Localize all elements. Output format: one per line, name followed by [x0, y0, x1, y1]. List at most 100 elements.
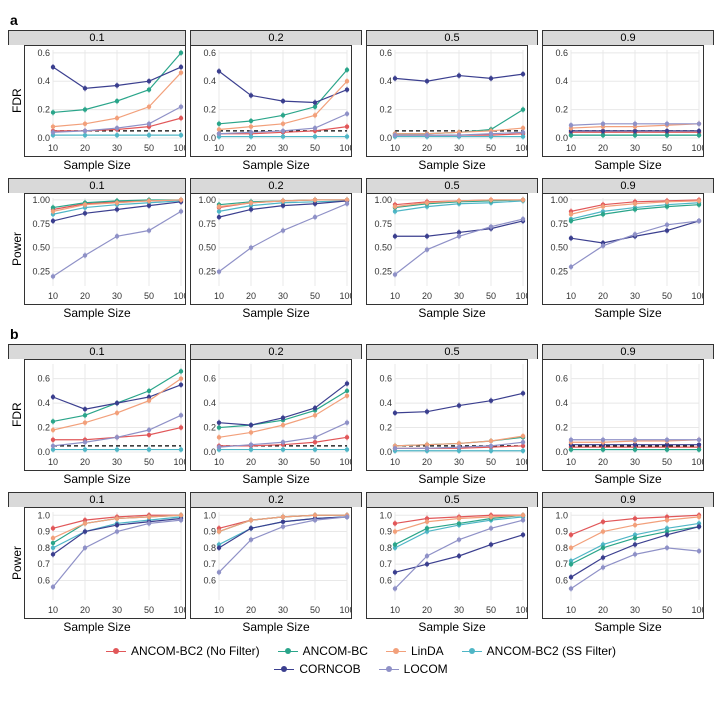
svg-text:10: 10: [390, 457, 400, 467]
panel-b-power-0.2: 0.20.60.70.80.91.010203050100Sample Size: [190, 492, 362, 634]
svg-text:100: 100: [691, 291, 704, 301]
plot-svg: 0.60.70.80.91.010203050100: [542, 507, 704, 619]
svg-text:10: 10: [390, 143, 400, 153]
svg-text:0.0: 0.0: [37, 133, 50, 143]
legend-label: ANCOM-BC: [303, 644, 368, 658]
svg-text:0.4: 0.4: [555, 398, 568, 408]
svg-text:50: 50: [486, 605, 496, 615]
svg-text:10: 10: [566, 457, 576, 467]
svg-text:0.7: 0.7: [379, 559, 392, 569]
x-axis-label: Sample Size: [8, 158, 186, 172]
svg-text:20: 20: [246, 143, 256, 153]
svg-text:100: 100: [173, 291, 186, 301]
svg-text:20: 20: [246, 605, 256, 615]
panel-a-power-0.9: 0.90.250.500.751.0010203050100Sample Siz…: [542, 178, 714, 320]
svg-text:100: 100: [339, 457, 352, 467]
legend-item: CORNCOB: [274, 662, 360, 676]
panel-b-fdr-0.9: 0.90.00.20.40.610203050100Sample Size: [542, 344, 714, 486]
panel-a-fdr-0.9: 0.90.00.20.40.610203050100Sample Size: [542, 30, 714, 172]
svg-text:0.6: 0.6: [37, 575, 50, 585]
svg-text:0.6: 0.6: [555, 48, 568, 58]
svg-text:0.25: 0.25: [550, 267, 568, 277]
panel-a-fdr-0.1: 0.1FDR0.00.20.40.610203050100Sample Size: [8, 30, 186, 172]
legend-swatch-icon: [386, 645, 406, 657]
x-axis-label: Sample Size: [366, 472, 538, 486]
x-axis-label: Sample Size: [190, 472, 362, 486]
svg-text:0.6: 0.6: [379, 575, 392, 585]
svg-text:0.8: 0.8: [555, 543, 568, 553]
legend-label: CORNCOB: [299, 662, 360, 676]
svg-text:1.0: 1.0: [203, 510, 216, 520]
plot-svg: 0.250.500.751.0010203050100: [366, 193, 528, 305]
svg-text:10: 10: [214, 291, 224, 301]
y-axis-label: FDR: [8, 45, 24, 157]
svg-text:20: 20: [80, 291, 90, 301]
svg-text:0.25: 0.25: [198, 267, 216, 277]
svg-text:0.7: 0.7: [555, 559, 568, 569]
svg-text:1.00: 1.00: [32, 195, 50, 205]
plot-svg: 0.60.70.80.91.010203050100: [24, 507, 186, 619]
svg-text:1.00: 1.00: [374, 195, 392, 205]
legend-swatch-icon: [462, 645, 482, 657]
legend-item: ANCOM-BC: [278, 644, 368, 658]
svg-text:0.25: 0.25: [32, 267, 50, 277]
svg-text:0.4: 0.4: [379, 76, 392, 86]
svg-text:50: 50: [486, 457, 496, 467]
svg-text:20: 20: [598, 143, 608, 153]
svg-text:0.75: 0.75: [32, 219, 50, 229]
svg-text:0.2: 0.2: [555, 423, 568, 433]
svg-text:100: 100: [339, 291, 352, 301]
x-axis-label: Sample Size: [8, 472, 186, 486]
panel-b-power-0.1: 0.1Power0.60.70.80.91.010203050100Sample…: [8, 492, 186, 634]
x-axis-label: Sample Size: [542, 620, 714, 634]
legend-swatch-icon: [278, 645, 298, 657]
svg-text:0.9: 0.9: [379, 527, 392, 537]
svg-text:0.6: 0.6: [555, 575, 568, 585]
svg-text:20: 20: [80, 457, 90, 467]
svg-text:20: 20: [422, 457, 432, 467]
section-label-a: a: [10, 12, 714, 28]
facet-strip: 0.2: [190, 178, 362, 193]
facet-strip: 0.9: [542, 178, 714, 193]
svg-text:0.0: 0.0: [379, 133, 392, 143]
row-a-fdr: 0.1FDR0.00.20.40.610203050100Sample Size…: [8, 30, 714, 172]
svg-text:10: 10: [48, 291, 58, 301]
svg-text:50: 50: [486, 143, 496, 153]
svg-text:0.0: 0.0: [555, 447, 568, 457]
plot-svg: 0.60.70.80.91.010203050100: [366, 507, 528, 619]
plot-svg: 0.00.20.40.610203050100: [366, 45, 528, 157]
x-axis-label: Sample Size: [366, 158, 538, 172]
svg-text:30: 30: [278, 143, 288, 153]
x-axis-label: Sample Size: [366, 620, 538, 634]
svg-text:0.9: 0.9: [555, 527, 568, 537]
legend-label: LinDA: [411, 644, 444, 658]
svg-text:0.8: 0.8: [37, 543, 50, 553]
svg-text:50: 50: [662, 291, 672, 301]
svg-text:30: 30: [112, 143, 122, 153]
svg-text:20: 20: [246, 457, 256, 467]
svg-text:0.7: 0.7: [203, 559, 216, 569]
svg-text:20: 20: [598, 291, 608, 301]
svg-text:50: 50: [486, 291, 496, 301]
plot-svg: 0.00.20.40.610203050100: [542, 45, 704, 157]
svg-text:100: 100: [173, 605, 186, 615]
svg-text:0.4: 0.4: [555, 76, 568, 86]
svg-text:50: 50: [310, 291, 320, 301]
svg-text:0.2: 0.2: [37, 423, 50, 433]
svg-text:10: 10: [214, 605, 224, 615]
svg-text:0.9: 0.9: [37, 527, 50, 537]
facet-strip: 0.1: [8, 344, 186, 359]
svg-text:50: 50: [310, 457, 320, 467]
legend: ANCOM-BC2 (No Filter)ANCOM-BCLinDAANCOM-…: [81, 644, 641, 676]
svg-text:0.25: 0.25: [374, 267, 392, 277]
svg-text:30: 30: [630, 291, 640, 301]
y-axis-label: Power: [8, 507, 24, 619]
facet-strip: 0.1: [8, 178, 186, 193]
svg-text:0.6: 0.6: [203, 48, 216, 58]
svg-text:0.8: 0.8: [379, 543, 392, 553]
facet-strip: 0.9: [542, 344, 714, 359]
svg-text:20: 20: [80, 143, 90, 153]
svg-text:100: 100: [515, 605, 528, 615]
facet-strip: 0.5: [366, 30, 538, 45]
facet-strip: 0.5: [366, 178, 538, 193]
